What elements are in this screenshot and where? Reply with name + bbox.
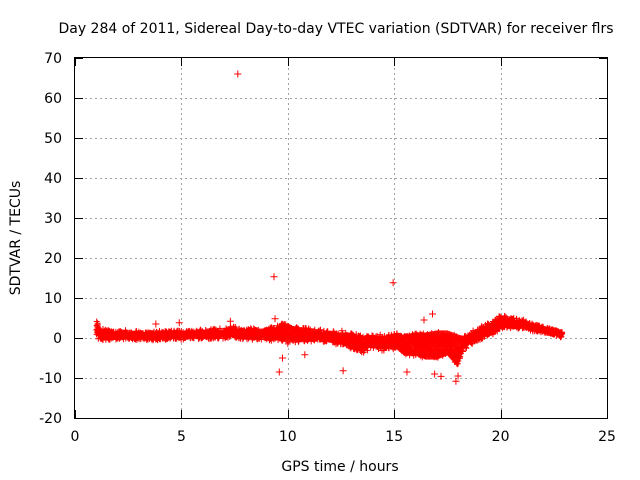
data-point [403,368,411,376]
y-tick-label: 0 [53,331,62,347]
y-tick-label: 50 [44,131,62,147]
y-tick-label: 40 [44,171,62,187]
data-point [271,315,279,323]
y-tick-label: -20 [39,411,62,427]
x-tick-label: 5 [177,429,186,445]
x-tick-label: 20 [492,429,510,445]
data-point [420,316,428,324]
data-point [389,279,397,287]
data-point [275,368,283,376]
data-point [270,273,278,281]
data-point [437,372,445,380]
x-tick-label: 0 [71,429,80,445]
data-point [152,320,160,328]
x-tick-label: 25 [598,429,616,445]
y-tick-label: 20 [44,251,62,267]
plot-data [93,70,566,385]
data-point [431,370,439,378]
y-tick-label: 60 [44,91,62,107]
chart-title: Day 284 of 2011, Sidereal Day-to-day VTE… [58,21,613,37]
data-point [452,377,460,385]
grid [75,58,607,418]
y-tick-label: 70 [44,51,62,67]
data-point [429,310,437,318]
x-tick-labels: 0 5 10 15 20 25 [71,429,616,445]
x-tick-label: 15 [385,429,403,445]
data-band-core [96,316,563,368]
y-axis-label: SDTVAR / TECUs [8,181,24,296]
data-point [301,351,309,359]
y-tick-labels: -20 -10 0 10 20 30 40 50 60 70 [39,51,62,427]
y-tick-label: 10 [44,291,62,307]
plot-frame [74,57,608,419]
data-point [278,354,286,362]
y-tick-label: -10 [39,371,62,387]
y-tick-label: 30 [44,211,62,227]
x-axis-label: GPS time / hours [281,459,398,475]
data-point [226,317,234,325]
data-point [234,70,242,78]
data-point [339,367,347,375]
data-point [454,372,462,380]
x-tick-label: 10 [279,429,297,445]
ticks [75,58,608,419]
data-point [175,319,183,327]
